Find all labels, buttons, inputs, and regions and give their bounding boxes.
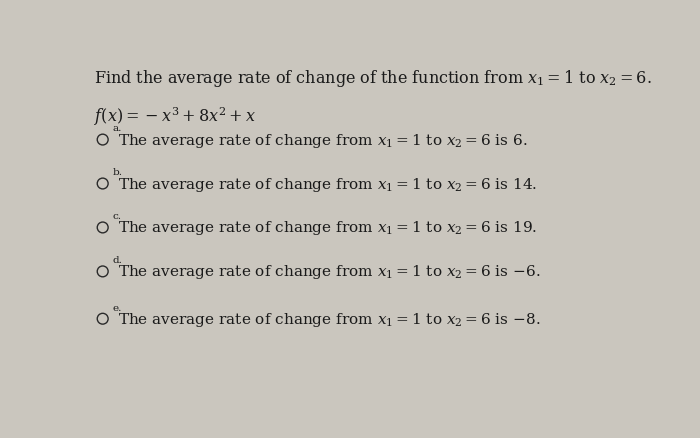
Text: The average rate of change from $\mathit{x}_1 = 1$ to $\mathit{x}_2 = 6$ is 14.: The average rate of change from $\mathit… xyxy=(118,175,537,193)
Text: The average rate of change from $\mathit{x}_1 = 1$ to $\mathit{x}_2 = 6$ is 19.: The average rate of change from $\mathit… xyxy=(118,219,537,237)
Text: $\mathit{f}(\mathit{x}) = -\mathit{x}^3 + 8\mathit{x}^2 + \mathit{x}$: $\mathit{f}(\mathit{x}) = -\mathit{x}^3 … xyxy=(94,105,256,127)
Text: e.: e. xyxy=(113,303,122,312)
Text: a.: a. xyxy=(113,124,122,133)
Text: d.: d. xyxy=(113,256,122,265)
Text: Find the average rate of change of the function from $\mathit{x}_1 = 1$ to $\mat: Find the average rate of change of the f… xyxy=(94,68,652,88)
Text: The average rate of change from $\mathit{x}_1 = 1$ to $\mathit{x}_2 = 6$ is 6.: The average rate of change from $\mathit… xyxy=(118,131,528,149)
Text: b.: b. xyxy=(113,168,122,177)
Text: c.: c. xyxy=(113,212,122,221)
Text: The average rate of change from $\mathit{x}_1 = 1$ to $\mathit{x}_2 = 6$ is −8.: The average rate of change from $\mathit… xyxy=(118,310,540,328)
Text: The average rate of change from $\mathit{x}_1 = 1$ to $\mathit{x}_2 = 6$ is −6.: The average rate of change from $\mathit… xyxy=(118,263,540,281)
